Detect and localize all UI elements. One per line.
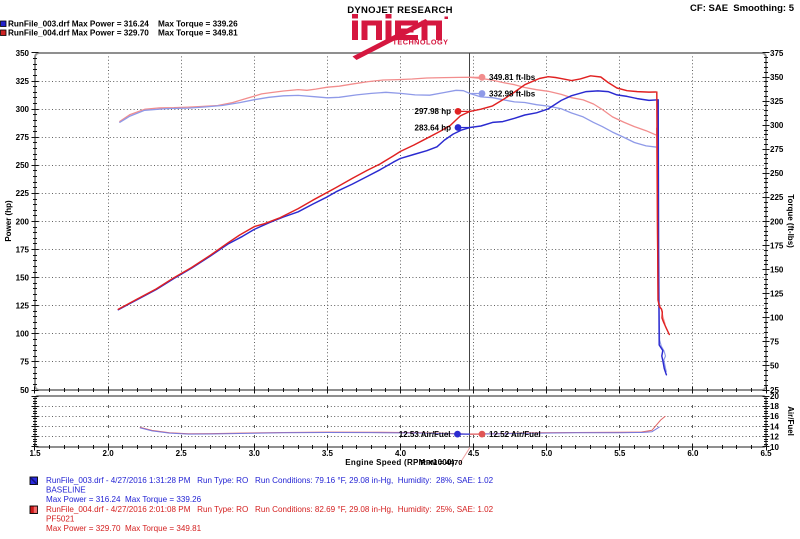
- svg-text:TECHNOLOGY: TECHNOLOGY: [393, 37, 449, 46]
- svg-text:125: 125: [16, 302, 30, 311]
- svg-text:RunFile_003.drf - 4/27/2016 1:: RunFile_003.drf - 4/27/2016 1:31:28 PM R…: [46, 476, 494, 485]
- svg-text:349.81 ft-lbs: 349.81 ft-lbs: [489, 73, 536, 82]
- svg-text:250: 250: [16, 161, 30, 170]
- svg-text:DYNOJET RESEARCH: DYNOJET RESEARCH: [347, 5, 453, 16]
- svg-text:325: 325: [16, 77, 30, 86]
- svg-text:CF: SAE Smoothing: 5: CF: SAE Smoothing: 5: [690, 3, 795, 14]
- svg-text:RunFile_004.drf Max Power = 32: RunFile_004.drf Max Power = 329.70 Max T…: [8, 29, 238, 38]
- svg-text:332.98 ft-lbs: 332.98 ft-lbs: [489, 89, 536, 98]
- svg-text:175: 175: [16, 245, 30, 254]
- svg-text:2.5: 2.5: [176, 449, 188, 458]
- svg-text:PF5021: PF5021: [46, 515, 75, 524]
- svg-text:75: 75: [770, 338, 779, 347]
- svg-text:283.64 hp: 283.64 hp: [415, 123, 452, 132]
- svg-text:350: 350: [16, 49, 30, 58]
- svg-text:250: 250: [770, 169, 784, 178]
- svg-text:12: 12: [770, 433, 779, 442]
- svg-text:2.0: 2.0: [103, 449, 115, 458]
- svg-text:300: 300: [770, 121, 784, 130]
- svg-text:350: 350: [770, 73, 784, 82]
- svg-text:20: 20: [770, 392, 779, 401]
- svg-text:300: 300: [16, 105, 30, 114]
- svg-text:150: 150: [16, 274, 30, 283]
- svg-text:125: 125: [770, 290, 784, 299]
- svg-text:25: 25: [770, 386, 779, 395]
- svg-text:BASELINE: BASELINE: [46, 486, 86, 495]
- svg-text:RunFile_003.drf Max Power = 31: RunFile_003.drf Max Power = 316.24 Max T…: [8, 20, 238, 29]
- svg-text:16: 16: [770, 412, 779, 421]
- svg-text:297.98 hp: 297.98 hp: [415, 107, 452, 116]
- svg-text:4.0: 4.0: [395, 449, 407, 458]
- svg-text:Max Power = 329.70 Max Torque: Max Power = 329.70 Max Torque = 349.81: [46, 524, 202, 533]
- svg-text:12.52 Air/Fuel: 12.52 Air/Fuel: [489, 430, 541, 439]
- svg-text:100: 100: [16, 330, 30, 339]
- svg-text:150: 150: [770, 265, 784, 274]
- svg-text:Engine Speed (RPM x1000): Engine Speed (RPM x1000): [345, 458, 454, 467]
- svg-text:4.5: 4.5: [468, 449, 480, 458]
- svg-text:225: 225: [770, 193, 784, 202]
- svg-text:18: 18: [770, 402, 779, 411]
- svg-text:1.5: 1.5: [29, 449, 41, 458]
- svg-text:375: 375: [770, 49, 784, 58]
- svg-text:275: 275: [16, 133, 30, 142]
- svg-text:RPM = 4470: RPM = 4470: [421, 458, 463, 467]
- svg-text:6.5: 6.5: [760, 449, 772, 458]
- svg-text:50: 50: [20, 386, 29, 395]
- svg-text:Torque (ft-lbs): Torque (ft-lbs): [786, 194, 795, 248]
- svg-text:225: 225: [16, 189, 30, 198]
- svg-text:275: 275: [770, 145, 784, 154]
- svg-text:10: 10: [770, 443, 779, 452]
- svg-text:14: 14: [770, 422, 779, 431]
- svg-text:3.0: 3.0: [249, 449, 261, 458]
- svg-text:200: 200: [770, 217, 784, 226]
- svg-text:325: 325: [770, 97, 784, 106]
- svg-text:12.53 Air/Fuel: 12.53 Air/Fuel: [399, 430, 451, 439]
- svg-text:100: 100: [770, 314, 784, 323]
- svg-text:50: 50: [770, 362, 779, 371]
- svg-text:5.0: 5.0: [541, 449, 553, 458]
- svg-text:6.0: 6.0: [687, 449, 699, 458]
- svg-text:RunFile_004.drf - 4/27/2016 2:: RunFile_004.drf - 4/27/2016 2:01:08 PM R…: [46, 505, 494, 514]
- svg-text:5.5: 5.5: [614, 449, 626, 458]
- svg-text:Power (hp): Power (hp): [4, 200, 13, 242]
- svg-text:Air/Fuel: Air/Fuel: [786, 406, 795, 436]
- svg-text:3.5: 3.5: [322, 449, 334, 458]
- svg-text:175: 175: [770, 241, 784, 250]
- svg-text:Max Power = 316.24 Max Torque: Max Power = 316.24 Max Torque = 339.26: [46, 495, 202, 504]
- svg-text:200: 200: [16, 217, 30, 226]
- svg-text:75: 75: [20, 358, 29, 367]
